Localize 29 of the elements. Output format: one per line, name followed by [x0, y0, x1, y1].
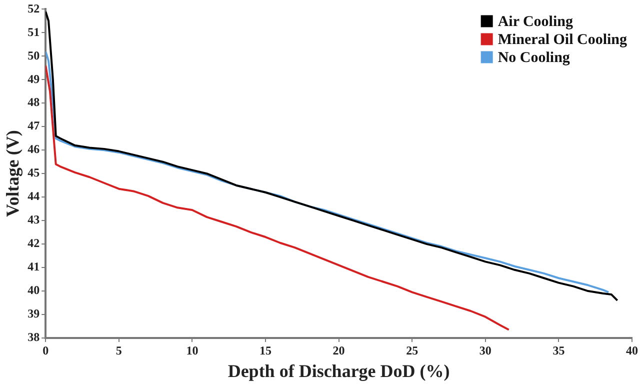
x-tick-label: 15	[260, 343, 272, 358]
y-tick-label: 48	[28, 95, 40, 110]
y-tick-label: 46	[28, 142, 40, 156]
y-tick-label: 40	[28, 283, 40, 298]
y-tick-label: 42	[28, 236, 40, 250]
x-axis-title: Depth of Discharge DoD (%)	[228, 360, 450, 381]
legend-label: Air Cooling	[498, 14, 574, 30]
x-tick-label: 20	[332, 343, 345, 358]
y-tick-label: 41	[28, 260, 40, 274]
y-tick-label: 38	[28, 330, 40, 344]
y-tick-label: 44	[28, 189, 40, 204]
x-tick-label: 30	[479, 343, 492, 358]
y-tick-label: 52	[28, 1, 40, 16]
x-tick-label: 10	[186, 343, 198, 358]
y-tick-label: 45	[28, 166, 40, 180]
y-tick-label: 49	[28, 72, 40, 86]
legend-label: Mineral Oil Cooling	[498, 32, 628, 48]
x-tick-label: 5	[116, 343, 122, 358]
y-tick-label: 39	[28, 306, 40, 321]
y-tick-label: 50	[28, 48, 40, 62]
x-tick-label: 0	[42, 343, 49, 358]
x-tick-label: 35	[552, 343, 565, 358]
x-tick-label: 40	[626, 343, 638, 358]
legend-label: No Cooling	[498, 50, 570, 66]
y-axis-title: Voltage (V)	[2, 130, 22, 218]
x-tick-label: 25	[406, 343, 418, 358]
y-tick-label: 51	[28, 24, 40, 39]
y-tick-label: 47	[28, 118, 40, 133]
y-tick-label: 43	[28, 212, 40, 227]
